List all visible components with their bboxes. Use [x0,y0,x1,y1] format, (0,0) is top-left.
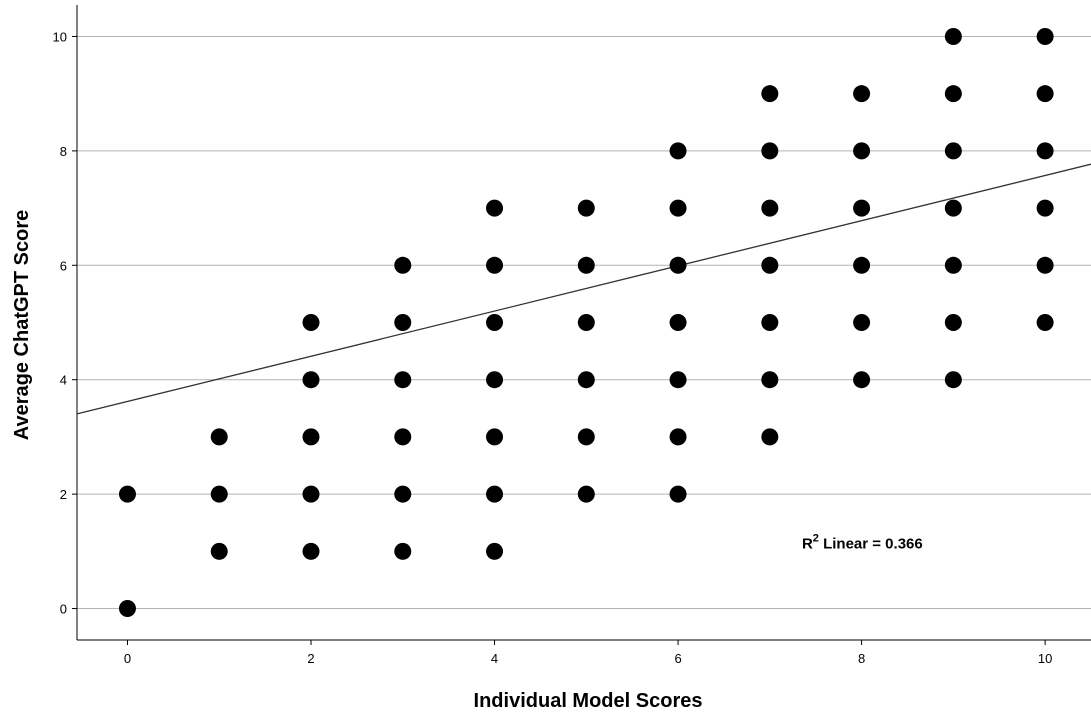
data-point-36 [761,428,779,446]
data-point-61 [1036,27,1054,45]
x-tick-label-4: 4 [491,651,498,666]
data-point-28 [577,199,595,217]
data-point-48 [853,85,871,103]
data-point-26 [577,314,595,331]
data-point-60 [1036,85,1054,103]
data-point-55 [944,27,962,45]
data-point-40 [761,199,779,217]
y-axis-title: Average ChatGPT Score [11,210,33,440]
data-point-59 [1036,142,1054,160]
data-point-27 [577,256,595,274]
data-point-18 [486,428,504,446]
x-axis-title: Individual Model Scores [474,690,703,712]
data-point-17 [486,485,504,503]
x-tick-label-2: 2 [307,651,314,666]
data-point-2 [210,542,228,560]
data-point-5 [302,542,320,560]
r-squared-label: R2 Linear = 0.366 [802,532,923,552]
data-point-11 [394,485,412,503]
data-point-15 [394,256,412,274]
data-point-6 [302,485,320,503]
data-point-50 [944,314,962,331]
data-point-21 [486,256,504,274]
data-point-34 [669,199,687,217]
r-squared-annotation: R2 Linear = 0.366 [802,532,923,552]
axes: 0 2 4 6 8 10 0 2 4 6 8 10 [53,5,1091,666]
x-tick-label-8: 8 [858,651,865,666]
data-point-13 [394,371,412,389]
r-symbol: R [802,535,813,552]
data-point-47 [853,142,871,160]
data-point-30 [669,428,687,446]
data-point-49 [944,371,962,389]
data-point-7 [302,428,320,446]
y-tick-label-2: 2 [60,487,67,502]
y-tick-label-6: 6 [60,258,67,273]
data-point-38 [761,314,779,331]
data-point-29 [669,485,687,503]
data-point-24 [577,428,595,446]
data-point-57 [1036,256,1054,274]
data-point-41 [761,142,779,160]
data-point-54 [944,85,962,103]
y-tick-label-8: 8 [60,144,67,159]
data-point-44 [853,314,871,331]
data-point-22 [486,199,504,217]
axis-labels: Individual Model Scores Average ChatGPT … [11,210,702,712]
data-point-42 [761,85,779,103]
y-tick-label-10: 10 [53,29,67,44]
data-point-20 [486,314,504,331]
data-point-46 [853,199,871,217]
data-point-12 [394,428,412,446]
data-point-37 [761,371,779,389]
x-tick-label-10: 10 [1038,651,1052,666]
data-point-3 [210,485,228,503]
data-point-9 [302,314,320,331]
data-point-43 [853,371,871,389]
y-tick-label-4: 4 [60,373,67,388]
x-tick-label-6: 6 [674,651,681,666]
data-point-16 [486,542,504,560]
data-point-14 [394,314,412,331]
data-point-1 [118,485,136,503]
data-point-39 [761,256,779,274]
data-point-56 [1036,314,1054,331]
data-point-45 [853,256,871,274]
data-point-33 [669,256,687,274]
r-superscript: 2 [813,532,819,544]
fit-line-layer [76,163,1091,415]
data-point-58 [1036,199,1054,217]
r-squared-value: Linear = 0.366 [819,535,923,552]
data-point-23 [577,485,595,503]
data-point-19 [486,371,504,389]
data-point-35 [669,142,687,160]
data-point-8 [302,371,320,389]
data-point-32 [669,314,687,331]
data-point-53 [944,142,962,160]
y-tick-label-0: 0 [60,602,67,617]
data-point-4 [210,428,228,446]
data-point-10 [394,542,412,560]
data-point-0 [118,600,136,618]
data-point-52 [944,199,962,217]
x-tick-label-0: 0 [124,651,131,666]
data-point-25 [577,371,595,389]
data-point-51 [944,256,962,274]
linear-fit-line [76,163,1091,415]
data-points [118,27,1054,618]
data-point-31 [669,371,687,389]
